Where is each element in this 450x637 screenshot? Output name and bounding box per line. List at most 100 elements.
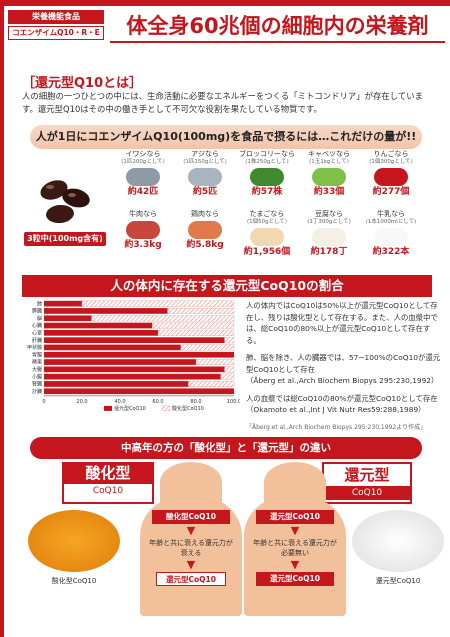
food-amount: 約57株	[251, 187, 283, 197]
category-label: 精巣	[32, 359, 42, 366]
category-label: 肝臓	[32, 337, 42, 344]
category-label: 胃腸	[32, 352, 42, 358]
food-amount: 約322本	[372, 247, 410, 257]
food-image	[250, 168, 284, 186]
bar-reduced	[44, 322, 153, 329]
category-label: 心室	[32, 330, 42, 337]
food-name: 牛肉なら	[129, 210, 157, 218]
oxidized-powder-label: 酸化型CoQ10	[51, 577, 97, 585]
bar-oxidized	[220, 373, 235, 380]
intro-heading: ［還元型Q10とは］	[22, 76, 143, 91]
food-serving: (1匹150gとして)	[183, 159, 227, 165]
right-text: 年齢と共に衰える還元力が必要無い	[253, 539, 337, 557]
x-tick-label: 40.0	[114, 399, 125, 405]
food-serving: (1個50gとして)	[246, 219, 288, 225]
reduced-powder-label: 還元型CoQ10	[375, 577, 421, 585]
note-1: 人の体内ではCoQ10は50%以上が還元型CoQ10として存在し、残りは酸化型と…	[246, 301, 438, 345]
category-tag: 栄養機能食品	[8, 10, 104, 24]
food-item: たまごなら (1個50gとして) 約1,956個	[236, 210, 298, 270]
food-serving: (1丁300gとして)	[307, 219, 351, 225]
bar-reduced	[44, 308, 168, 314]
arrow-down-icon: ▼	[186, 524, 196, 537]
bar-reduced	[44, 381, 189, 387]
food-item: 豆腐なら (1丁300gとして) 約178丁	[298, 210, 360, 270]
bar-oxidized	[188, 380, 235, 387]
category-label: 計臓	[32, 388, 42, 395]
bar-reduced	[44, 388, 234, 395]
food-name: たまごなら	[249, 210, 285, 218]
food-item: アジなら (1匹150gとして) 約5匹	[174, 150, 236, 210]
food-amount: 約3.3kg	[124, 240, 162, 250]
bar-reduced	[44, 330, 158, 336]
food-image	[188, 168, 222, 186]
food-serving: (1本1000mlとして)	[365, 219, 417, 225]
food-name: りんごなら	[373, 150, 409, 158]
product-tag: コエンザイムQ10・R・E	[8, 26, 104, 40]
bar-reduced	[44, 300, 82, 307]
bar-oxidized	[152, 322, 235, 329]
category-label: 心臓	[32, 322, 42, 329]
bar-oxidized	[91, 315, 235, 322]
bar-oxidized	[180, 344, 235, 351]
reduced-sub: CoQ10	[322, 486, 412, 500]
food-item: 鶏肉なら 約5.8kg	[174, 210, 236, 270]
food-name: 豆腐なら	[315, 210, 343, 218]
category-label: 肺	[37, 301, 42, 307]
compare-banner: 中高年の方の「酸化型」と「還元型」の違い	[30, 437, 422, 459]
category-label: 甲状腺	[27, 344, 42, 351]
bar-oxidized	[224, 366, 235, 373]
note-3: 人の血漿では総CoQ10の80%が還元型CoQ10として存在	[246, 393, 438, 403]
x-tick-label: 80.0	[190, 399, 201, 405]
food-image	[312, 168, 346, 186]
food-name: キャベツなら	[308, 150, 350, 158]
category-label: 小腸	[32, 373, 42, 380]
orange-powder-image	[28, 510, 120, 572]
legend-swatch-oxidized	[161, 405, 171, 412]
bar-reduced	[44, 351, 234, 358]
x-tick-label: 0	[42, 399, 45, 405]
source-ref: 「Åberg et al.,Arch Biochem Biopys 295:23…	[246, 423, 427, 431]
left-accent-stripe	[0, 0, 4, 637]
food-name: アジなら	[191, 150, 219, 158]
x-tick-label: 60.0	[152, 399, 163, 405]
person-body-right: 還元型CoQ10 ▼ 年齢と共に衰える還元力が必要無い ▼ 還元型CoQ10	[244, 498, 346, 616]
oxidized-box: 酸化型 CoQ10	[62, 462, 154, 504]
food-amount: 約178丁	[310, 247, 348, 257]
food-serving: (1株250gとして)	[245, 159, 289, 165]
x-tick-label: 20.0	[76, 399, 87, 405]
bar-reduced	[44, 373, 221, 380]
top-accent-bar	[0, 0, 450, 6]
food-item: りんごなら (1個300gとして) 約277個	[360, 150, 422, 210]
arrow-down-icon: ▼	[186, 558, 196, 571]
food-image	[126, 168, 160, 186]
bar-reduced	[44, 359, 196, 365]
bar-oxidized	[167, 307, 235, 314]
note-2-ref: （Åberg et al.,Arch Biochem Biopys 295:23…	[246, 376, 439, 385]
ratio-notes: 人の体内ではCoQ10は50%以上が還元型CoQ10として存在し、残りは酸化型と…	[246, 300, 442, 433]
food-amount: 約5匹	[192, 187, 218, 197]
food-name: イワシなら	[125, 150, 161, 158]
note-3-ref: （Okamoto et al.,Int J Vit Nutr Res59:288…	[246, 405, 426, 414]
oxidized-sub: CoQ10	[92, 486, 124, 496]
food-name: 牛乳なら	[377, 210, 405, 218]
intro-text: 人の細胞の一つひとつの中には、生命活動に必要なエネルギーをつくる「ミトコンドリア…	[22, 91, 423, 114]
legend-label-oxidized: 酸化型CoQ10	[172, 405, 204, 412]
oxidized-title: 酸化型	[62, 462, 154, 484]
person-head-left	[160, 462, 222, 502]
food-image	[126, 221, 160, 239]
food-image	[188, 221, 222, 239]
food-amount: 約33個	[313, 187, 345, 197]
bar-reduced	[44, 315, 92, 322]
food-image	[312, 228, 346, 246]
ratio-banner: 人の体内に存在する還元型CoQ10の割合	[22, 275, 432, 297]
food-amount: 約5.8kg	[186, 240, 224, 250]
capsule-icon	[40, 180, 90, 224]
capsule-label: 3粒中(100mg含有)	[24, 232, 106, 246]
food-amount: 約277個	[372, 187, 410, 197]
food-serving: (1個300gとして)	[369, 159, 413, 165]
bar-oxidized	[224, 337, 235, 344]
reduced-title: 還元型	[344, 466, 390, 484]
food-item: イワシなら (1匹200gとして) 約42匹	[112, 150, 174, 210]
food-image	[374, 168, 408, 186]
